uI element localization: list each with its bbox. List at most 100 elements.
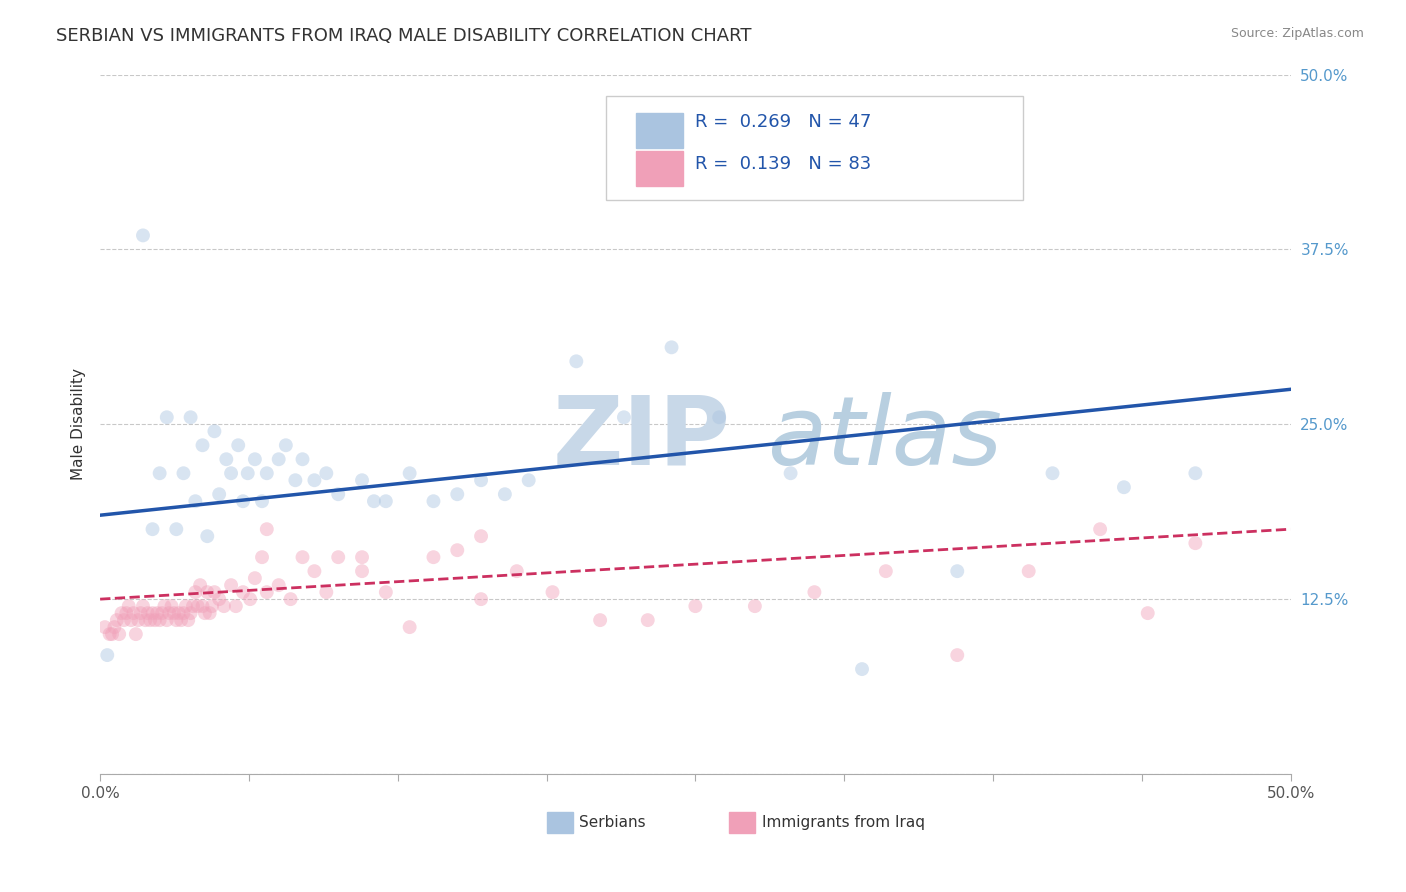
Point	[136, 606, 159, 620]
Point	[172, 467, 194, 481]
FancyBboxPatch shape	[606, 95, 1022, 201]
Point	[256, 522, 278, 536]
Point	[946, 648, 969, 662]
Point	[267, 578, 290, 592]
Point	[328, 487, 350, 501]
Point	[637, 613, 659, 627]
Point	[422, 494, 444, 508]
Point	[374, 494, 396, 508]
Point	[195, 529, 218, 543]
Point	[225, 599, 247, 614]
Point	[160, 599, 183, 614]
Bar	[728, 813, 755, 833]
Point	[110, 606, 132, 620]
Point	[613, 410, 636, 425]
Point	[470, 529, 492, 543]
Point	[803, 585, 825, 599]
Point	[105, 613, 128, 627]
Point	[127, 613, 149, 627]
Point	[565, 354, 588, 368]
Point	[125, 627, 148, 641]
Bar	[636, 152, 683, 186]
Point	[1088, 522, 1111, 536]
Point	[188, 578, 211, 592]
Point	[134, 613, 156, 627]
Point	[243, 452, 266, 467]
Point	[150, 606, 173, 620]
Point	[219, 578, 242, 592]
Point	[946, 564, 969, 578]
Point	[174, 599, 197, 614]
Point	[274, 438, 297, 452]
Point	[202, 585, 225, 599]
Point	[98, 627, 121, 641]
Point	[132, 228, 155, 243]
Point	[280, 592, 302, 607]
Point	[304, 564, 326, 578]
Bar	[547, 813, 572, 833]
Point	[398, 467, 420, 481]
Point	[201, 599, 224, 614]
Point	[851, 662, 873, 676]
Point	[232, 585, 254, 599]
Bar	[636, 113, 683, 148]
Point	[243, 571, 266, 585]
Point	[226, 438, 249, 452]
Point	[517, 473, 540, 487]
Point	[239, 592, 262, 607]
Point	[506, 564, 529, 578]
Point	[284, 473, 307, 487]
Point	[157, 606, 180, 620]
Point	[363, 494, 385, 508]
Text: Source: ZipAtlas.com: Source: ZipAtlas.com	[1230, 27, 1364, 40]
Point	[181, 599, 204, 614]
Point	[96, 648, 118, 662]
Point	[250, 550, 273, 565]
Point	[120, 613, 142, 627]
Point	[191, 599, 214, 614]
Point	[446, 487, 468, 501]
Point	[350, 473, 373, 487]
Text: atlas: atlas	[766, 392, 1002, 484]
Point	[1112, 480, 1135, 494]
Text: Immigrants from Iraq: Immigrants from Iraq	[762, 815, 925, 830]
Point	[153, 599, 176, 614]
Point	[156, 410, 179, 425]
Point	[779, 467, 801, 481]
Point	[875, 564, 897, 578]
Point	[141, 606, 163, 620]
Point	[191, 438, 214, 452]
Point	[446, 543, 468, 558]
Point	[470, 473, 492, 487]
Point	[149, 613, 172, 627]
Point	[184, 585, 207, 599]
Point	[202, 424, 225, 438]
Point	[115, 606, 138, 620]
Point	[291, 452, 314, 467]
Point	[141, 522, 163, 536]
Point	[112, 613, 135, 627]
Point	[180, 606, 202, 620]
Point	[156, 613, 179, 627]
Point	[350, 564, 373, 578]
Point	[215, 452, 238, 467]
Point	[94, 620, 117, 634]
Point	[170, 613, 193, 627]
Y-axis label: Male Disability: Male Disability	[72, 368, 86, 480]
Point	[661, 340, 683, 354]
Point	[1184, 467, 1206, 481]
Point	[1042, 467, 1064, 481]
Point	[163, 606, 186, 620]
Point	[184, 494, 207, 508]
Text: R =  0.269   N = 47: R = 0.269 N = 47	[696, 113, 872, 131]
Point	[172, 606, 194, 620]
Point	[709, 410, 731, 425]
Point	[139, 613, 162, 627]
Point	[219, 467, 242, 481]
Point	[250, 494, 273, 508]
Point	[149, 467, 172, 481]
Point	[143, 613, 166, 627]
Point	[180, 410, 202, 425]
Text: R =  0.139   N = 83: R = 0.139 N = 83	[696, 155, 872, 173]
Point	[146, 606, 169, 620]
